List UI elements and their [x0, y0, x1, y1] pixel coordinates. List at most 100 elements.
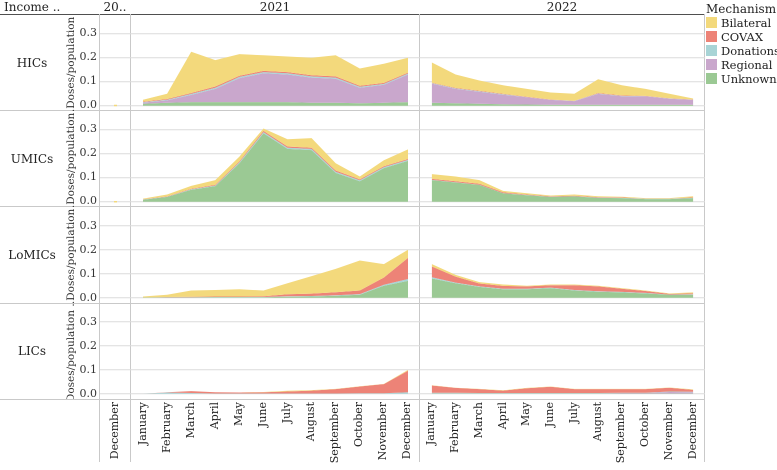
month-label-text: May: [231, 401, 245, 426]
y-axis-title: ..Doses/population .: [64, 15, 77, 111]
month-label-text: June: [543, 401, 557, 427]
y-tick-label: 0.2: [79, 50, 98, 64]
y-axis-title-text: ..Doses/population .: [64, 110, 77, 207]
x-axis-month-label: February: [160, 402, 173, 457]
y-axis-title-text: ..Doses/population .: [64, 206, 77, 304]
x-axis-month-label: November: [662, 402, 675, 464]
column-header-2022: 2022: [546, 0, 578, 14]
row-label-HICs[interactable]: HICs: [16, 55, 48, 70]
month-label-text: August: [590, 401, 604, 441]
month-label-text: March: [183, 401, 197, 438]
area-series-Unknown[interactable]: [142, 101, 408, 106]
area-series-Donations[interactable]: [431, 391, 693, 394]
panel-p2022-LICs: [419, 303, 705, 399]
area-series-Bilateral[interactable]: [431, 62, 693, 101]
area-series-COVAX[interactable]: [142, 370, 408, 394]
x-axis-month-label: March: [184, 402, 197, 442]
legend-title: Mechanism: [706, 2, 777, 16]
y-tick-label: 0.2: [79, 146, 98, 160]
y-axis-title-text: Doses/population ..: [64, 303, 77, 400]
x-axis-month-label: October: [352, 402, 365, 451]
area-series-COVAX[interactable]: [431, 82, 693, 101]
panel-divider-1: [130, 14, 131, 462]
area-series-Regional[interactable]: [431, 392, 693, 394]
panel-p2020-UMICs: [99, 111, 131, 207]
legend-item-bilateral[interactable]: Bilateral: [706, 15, 776, 30]
column-header-income: Income ..: [4, 0, 61, 14]
legend-label: Bilateral: [721, 15, 772, 30]
area-series-Unknown[interactable]: [142, 280, 408, 298]
y-tick-label: 0.2: [79, 338, 98, 352]
area-series-Bilateral[interactable]: [142, 249, 408, 298]
panel-canvas: [130, 32, 420, 106]
panel-p2020-LoMICs: [99, 207, 131, 303]
area-series-Unknown[interactable]: [431, 179, 693, 202]
area-series-Regional[interactable]: [431, 83, 693, 105]
month-label-text: December: [400, 401, 414, 459]
x-axis-month-label: September: [614, 402, 627, 467]
x-axis-month-label: May: [519, 402, 532, 430]
legend-item-donations[interactable]: Donations: [706, 43, 777, 58]
area-series-Donations[interactable]: [431, 82, 693, 101]
area-series-Bilateral[interactable]: [142, 51, 408, 102]
area-series-COVAX[interactable]: [431, 266, 693, 295]
area-series-Unknown[interactable]: [431, 278, 693, 298]
area-mark-Bilateral[interactable]: [113, 200, 117, 203]
row-separator-3: [0, 398, 704, 400]
x-axis-month-label: May: [232, 402, 245, 430]
panel-p2022-HICs: [419, 15, 705, 111]
row-separator-1: [0, 206, 704, 208]
month-label-text: January: [424, 401, 438, 445]
month-label-text: July: [280, 401, 294, 423]
x-axis-month-label: December: [400, 402, 413, 463]
y-tick-label: 0.1: [79, 362, 98, 376]
area-series-Donations[interactable]: [142, 392, 408, 394]
area-series-COVAX[interactable]: [431, 385, 693, 394]
area-series-Unknown[interactable]: [431, 102, 693, 106]
column-header-2020: 20..: [103, 0, 127, 14]
panel-canvas: [99, 321, 131, 395]
panel-canvas: [99, 32, 131, 106]
row-label-LoMICs[interactable]: LoMICs: [8, 247, 56, 262]
legend-item-covax[interactable]: COVAX: [706, 29, 776, 44]
month-label-text: December: [108, 401, 121, 459]
area-series-COVAX[interactable]: [142, 70, 408, 102]
legend-label: COVAX: [721, 29, 764, 44]
legend-swatch-bilateral: [706, 17, 717, 28]
row-label-LICs[interactable]: LICs: [17, 344, 47, 359]
panel-canvas: [130, 225, 420, 299]
month-label-text: February: [448, 401, 462, 453]
legend-label: Donations: [721, 43, 777, 58]
panel-divider-3: [704, 14, 705, 462]
legend-item-unknown[interactable]: Unknown: [706, 71, 777, 86]
area-series-Regional[interactable]: [142, 72, 408, 104]
month-label-text: March: [471, 401, 485, 438]
month-label-text: February: [159, 401, 173, 453]
area-mark-Bilateral[interactable]: [113, 104, 117, 106]
y-tick-label: 0.0: [79, 98, 98, 112]
month-label-text: April: [207, 401, 221, 429]
x-axis-month-label: December: [686, 402, 699, 463]
x-axis-month-label: October: [638, 402, 651, 451]
y-axis-title: ..Doses/population .: [64, 207, 77, 303]
legend-item-regional[interactable]: Regional: [706, 58, 776, 72]
x-axis-month-label: August: [591, 402, 604, 445]
x-axis-month-label: July: [567, 402, 580, 427]
month-label-text: November: [376, 401, 390, 460]
panel-canvas: [99, 225, 131, 299]
y-tick-label: 0.3: [79, 218, 98, 232]
row-separator-0: [0, 110, 704, 112]
panel-canvas: [130, 128, 420, 202]
area-series-Unknown[interactable]: [142, 132, 408, 202]
legend-swatch-donations: [706, 45, 717, 56]
y-tick-label: 0.0: [79, 290, 98, 304]
legend-label: Unknown: [721, 71, 777, 86]
column-header-2021: 2021: [259, 0, 291, 14]
row-label-UMICs[interactable]: UMICs: [10, 151, 54, 166]
area-series-Donations[interactable]: [142, 71, 408, 103]
month-label-text: September: [328, 401, 342, 463]
legend-swatch-unknown: [706, 73, 717, 84]
y-tick-label: 0.3: [79, 122, 98, 136]
area-series-Bilateral[interactable]: [142, 128, 408, 199]
